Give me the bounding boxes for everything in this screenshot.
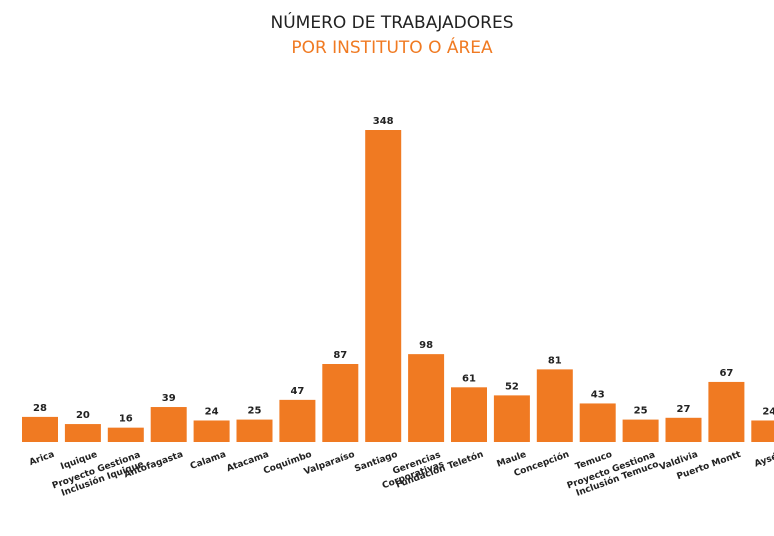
value-label: 52 bbox=[505, 381, 519, 392]
bar bbox=[665, 417, 702, 442]
bar bbox=[22, 416, 58, 442]
bar bbox=[365, 130, 402, 442]
value-label: 25 bbox=[634, 406, 648, 417]
value-label: 81 bbox=[548, 355, 562, 366]
bar bbox=[322, 364, 359, 442]
bar bbox=[708, 381, 745, 442]
value-label: 27 bbox=[677, 404, 691, 415]
value-label: 39 bbox=[162, 393, 176, 404]
bar bbox=[451, 387, 487, 442]
value-label: 28 bbox=[33, 403, 47, 414]
value-label: 47 bbox=[290, 386, 304, 397]
bar bbox=[193, 420, 230, 442]
chart-subtitle: POR INSTITUTO O ÁREA bbox=[291, 36, 493, 58]
value-label: 25 bbox=[248, 406, 262, 417]
bar bbox=[751, 420, 774, 442]
value-label: 43 bbox=[591, 389, 605, 400]
value-label: 87 bbox=[333, 350, 347, 361]
bar bbox=[150, 407, 187, 442]
bar bbox=[408, 354, 445, 442]
value-label: 16 bbox=[119, 414, 133, 425]
bar bbox=[622, 419, 659, 442]
bar bbox=[536, 369, 573, 442]
bar bbox=[579, 403, 616, 442]
value-label: 24 bbox=[762, 406, 774, 417]
bar bbox=[279, 399, 316, 442]
x-tick-label: Calama bbox=[189, 450, 227, 472]
x-tick-label: Arica bbox=[28, 450, 56, 468]
x-tick-label: Aysén bbox=[753, 449, 774, 470]
value-label: 67 bbox=[719, 368, 733, 379]
bar bbox=[236, 419, 273, 442]
chart-title: NÚMERO DE TRABAJADORES bbox=[271, 11, 514, 33]
value-label: 348 bbox=[373, 116, 394, 127]
value-label: 24 bbox=[205, 406, 219, 417]
bar bbox=[107, 427, 144, 442]
value-label: 61 bbox=[462, 373, 476, 384]
value-label: 20 bbox=[76, 410, 90, 421]
bar bbox=[64, 424, 101, 442]
bar bbox=[493, 395, 530, 442]
value-label: 98 bbox=[419, 340, 433, 351]
